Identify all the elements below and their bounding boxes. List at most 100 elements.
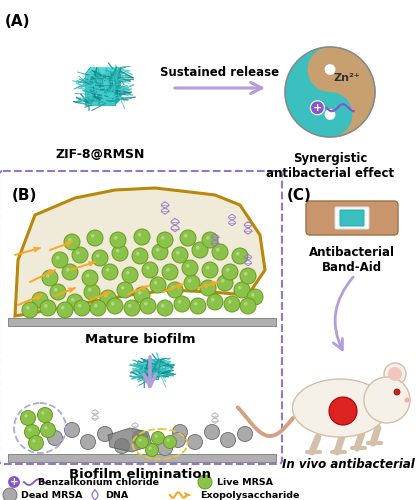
Circle shape <box>81 434 95 450</box>
Circle shape <box>216 248 219 252</box>
Circle shape <box>138 291 142 294</box>
Circle shape <box>202 262 218 278</box>
Text: In vivo antibacterial: In vivo antibacterial <box>282 458 414 471</box>
Circle shape <box>86 274 89 278</box>
Circle shape <box>146 266 150 270</box>
Circle shape <box>56 256 59 260</box>
Circle shape <box>157 300 173 316</box>
Circle shape <box>151 432 165 444</box>
Text: ZIF-8@RMSN: ZIF-8@RMSN <box>55 148 145 162</box>
Circle shape <box>142 262 158 278</box>
Circle shape <box>228 300 232 304</box>
Circle shape <box>236 252 240 256</box>
Circle shape <box>188 279 191 282</box>
FancyBboxPatch shape <box>340 210 364 226</box>
Circle shape <box>224 296 240 312</box>
Circle shape <box>196 246 199 250</box>
Circle shape <box>134 229 150 245</box>
Circle shape <box>173 424 188 440</box>
Circle shape <box>202 232 218 248</box>
Circle shape <box>76 251 79 254</box>
Circle shape <box>244 272 247 276</box>
Circle shape <box>121 286 125 290</box>
Circle shape <box>190 298 206 314</box>
Circle shape <box>167 439 170 442</box>
Circle shape <box>28 428 31 432</box>
Circle shape <box>285 47 375 137</box>
Circle shape <box>161 236 165 240</box>
Circle shape <box>132 248 148 264</box>
Circle shape <box>152 244 168 260</box>
Circle shape <box>32 292 48 308</box>
Circle shape <box>206 266 209 270</box>
Circle shape <box>20 410 36 426</box>
Circle shape <box>22 302 38 318</box>
Circle shape <box>92 250 108 266</box>
Circle shape <box>64 422 79 438</box>
Circle shape <box>184 275 200 291</box>
Circle shape <box>200 280 216 296</box>
Circle shape <box>145 444 158 456</box>
Circle shape <box>44 304 48 308</box>
Circle shape <box>162 264 178 280</box>
Circle shape <box>90 300 106 316</box>
Circle shape <box>388 367 402 381</box>
Circle shape <box>94 304 97 308</box>
Text: Benzalkonium chloride: Benzalkonium chloride <box>38 478 159 487</box>
Circle shape <box>82 270 98 286</box>
Text: DNA: DNA <box>105 491 128 500</box>
Circle shape <box>111 302 115 306</box>
Circle shape <box>166 268 170 272</box>
Polygon shape <box>142 359 161 363</box>
Circle shape <box>139 439 142 442</box>
Circle shape <box>308 47 352 92</box>
Circle shape <box>54 288 58 292</box>
Circle shape <box>182 260 198 276</box>
Circle shape <box>114 236 117 240</box>
Circle shape <box>74 300 90 316</box>
Circle shape <box>244 302 247 306</box>
Circle shape <box>184 234 188 237</box>
Circle shape <box>163 436 176 448</box>
Circle shape <box>156 248 160 252</box>
Circle shape <box>128 304 132 308</box>
Circle shape <box>104 294 107 298</box>
Circle shape <box>88 288 92 292</box>
Circle shape <box>140 298 156 314</box>
Circle shape <box>226 268 229 272</box>
Circle shape <box>240 268 256 284</box>
Circle shape <box>232 248 248 264</box>
Circle shape <box>46 274 49 278</box>
Text: (B): (B) <box>12 188 37 203</box>
Circle shape <box>329 397 357 425</box>
Circle shape <box>311 101 324 115</box>
Circle shape <box>325 64 335 75</box>
Circle shape <box>384 363 406 385</box>
Polygon shape <box>85 67 121 74</box>
Circle shape <box>117 282 133 298</box>
Circle shape <box>40 300 56 316</box>
Circle shape <box>133 430 148 446</box>
Ellipse shape <box>293 379 387 437</box>
Circle shape <box>172 247 188 263</box>
Text: Biofilm elimination: Biofilm elimination <box>69 468 211 481</box>
Circle shape <box>28 436 43 450</box>
Circle shape <box>100 290 116 306</box>
Text: +: + <box>313 103 322 113</box>
Circle shape <box>194 302 198 306</box>
Polygon shape <box>85 74 115 106</box>
Text: Zn²⁺: Zn²⁺ <box>334 72 360 83</box>
Text: Synergistic
antibacterial effect: Synergistic antibacterial effect <box>266 152 394 180</box>
Circle shape <box>174 296 190 312</box>
Circle shape <box>171 286 175 290</box>
Circle shape <box>206 236 209 240</box>
Circle shape <box>26 306 30 310</box>
Circle shape <box>188 434 202 450</box>
Bar <box>8 454 276 462</box>
Circle shape <box>124 300 140 316</box>
Circle shape <box>240 298 256 314</box>
Circle shape <box>32 439 36 442</box>
Circle shape <box>84 284 100 300</box>
Circle shape <box>192 242 208 258</box>
Circle shape <box>78 304 82 308</box>
